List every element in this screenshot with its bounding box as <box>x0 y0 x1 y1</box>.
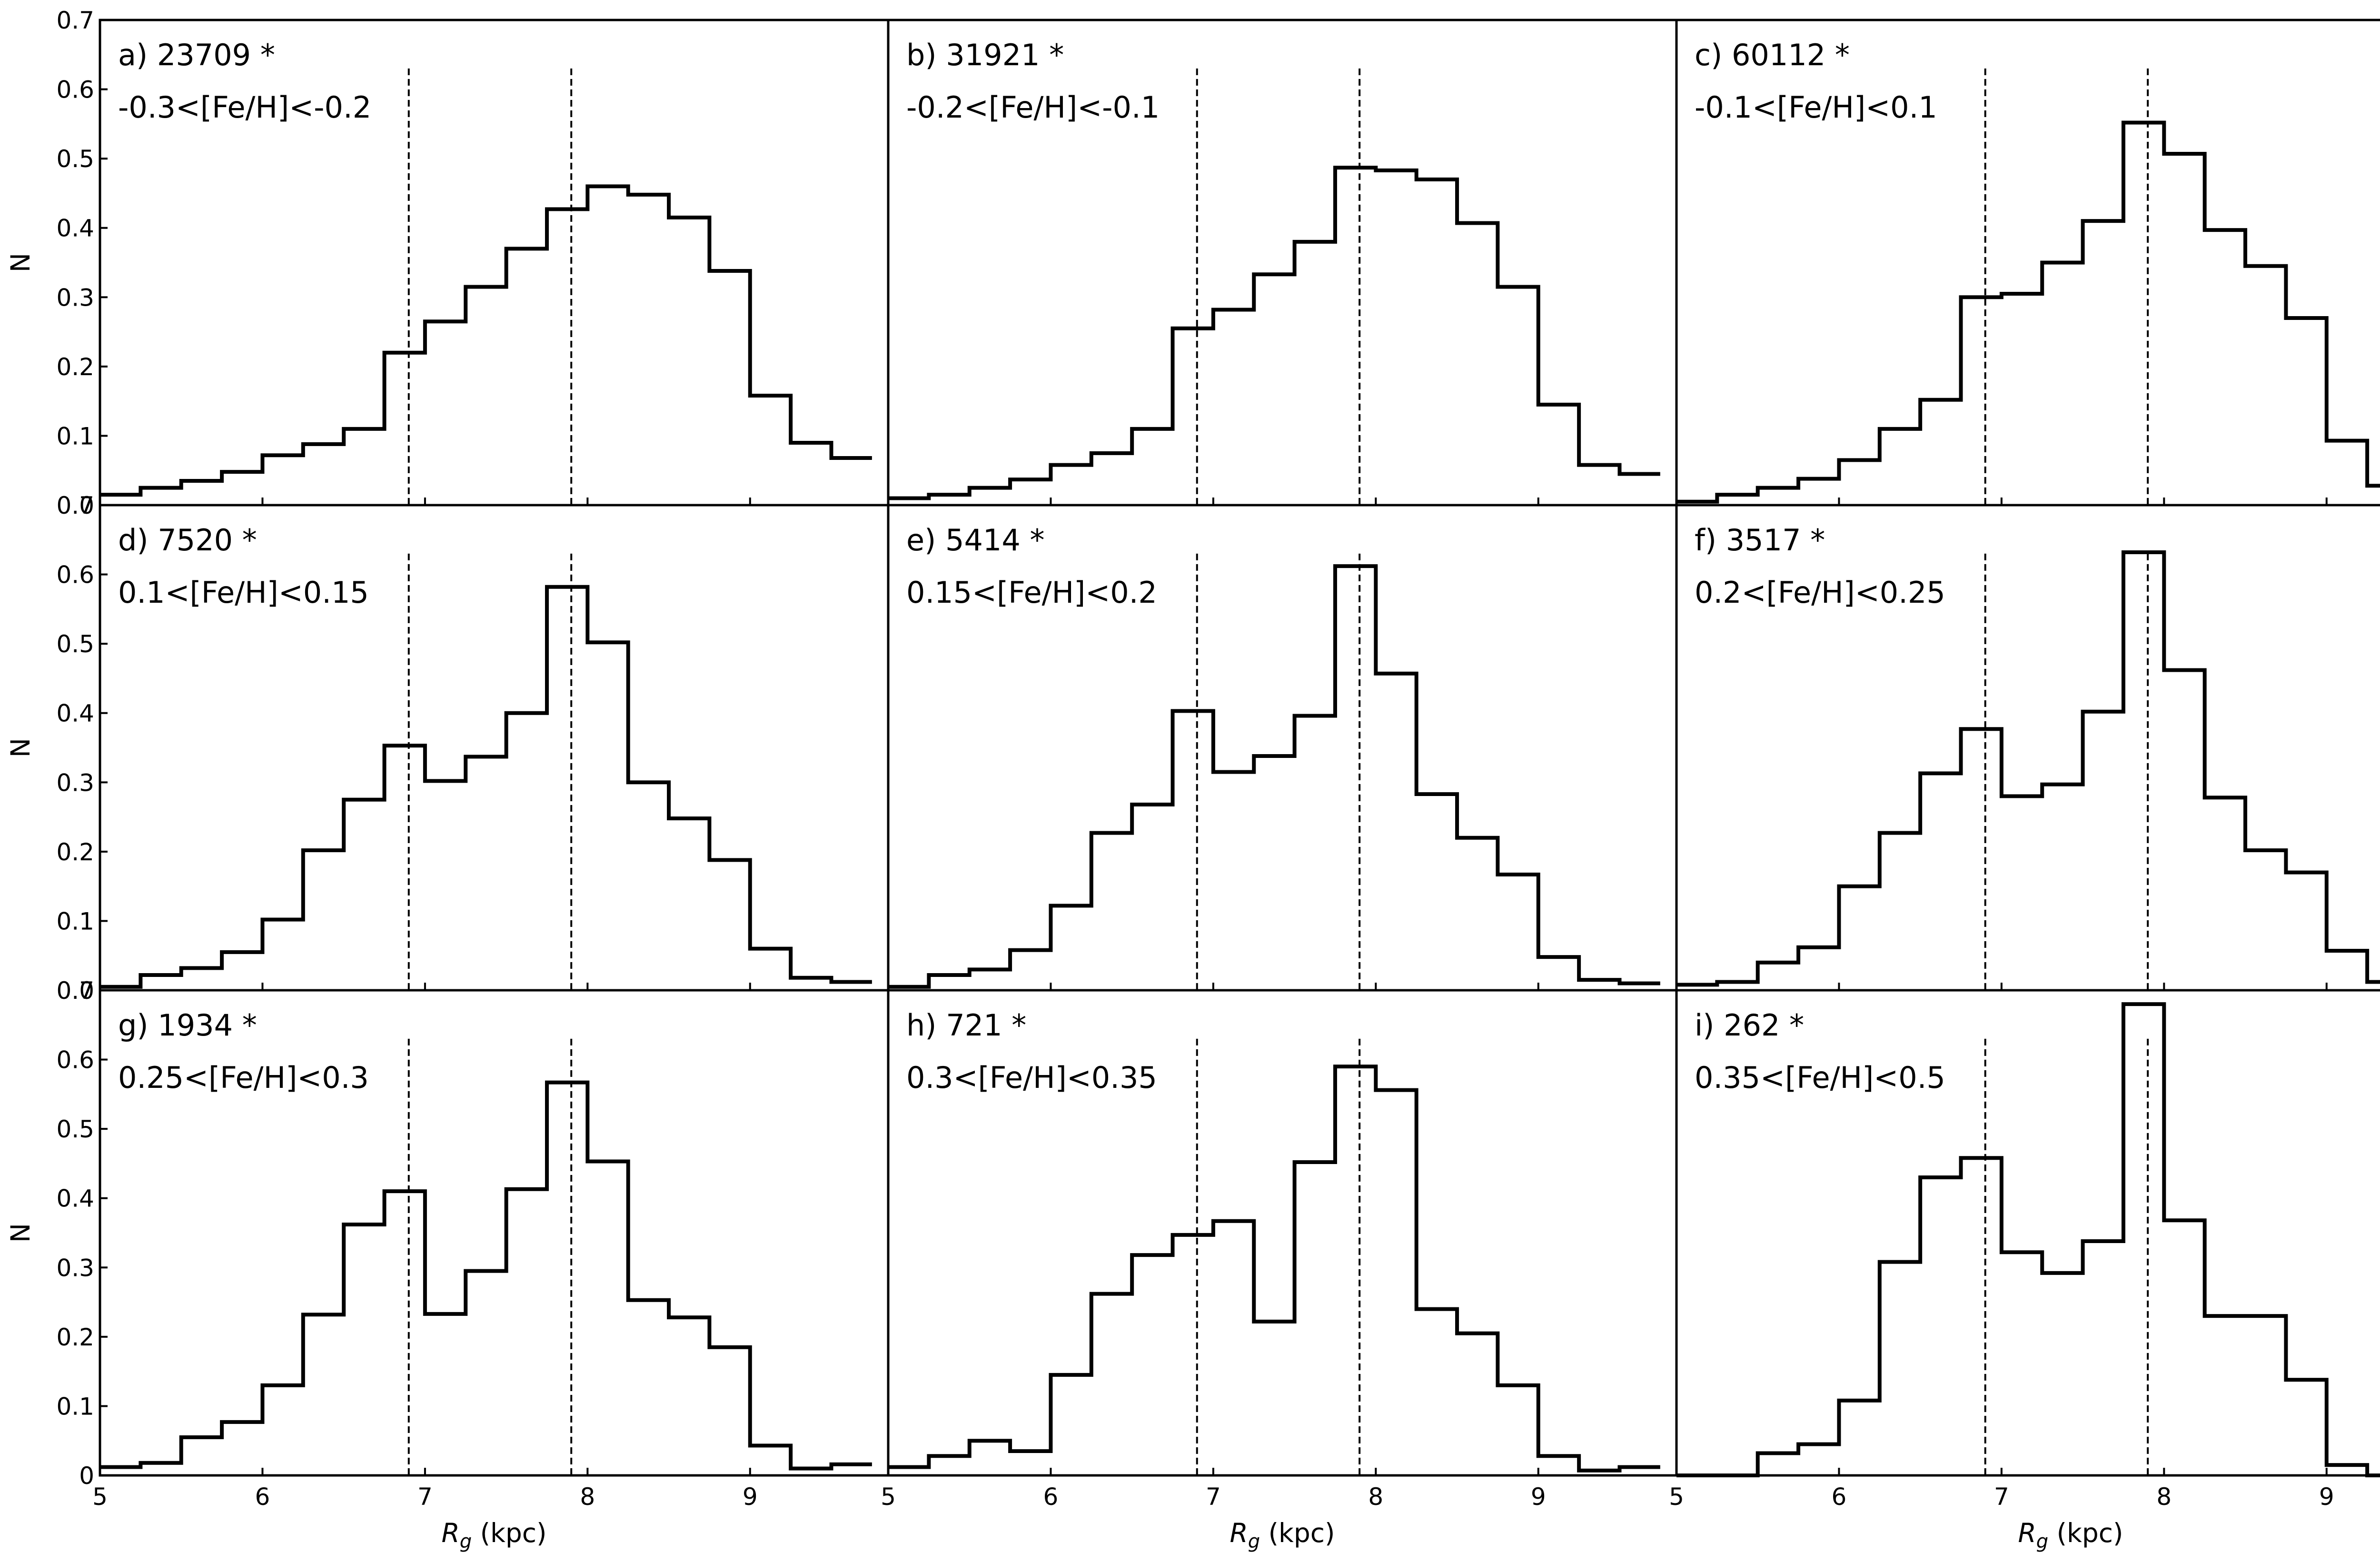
x-axis-label: Rg (kpc) <box>2018 1518 2123 1553</box>
x-axis-label: Rg (kpc) <box>441 1518 546 1553</box>
panel-b: b) 31921 * -0.2<[Fe/H]<-0.1 <box>888 20 1676 505</box>
histogram-series-d <box>100 587 872 987</box>
histogram-series-c <box>1676 122 2380 501</box>
y-tick-label: 0.5 <box>56 145 94 173</box>
x-tick-label: 5 <box>92 1483 108 1511</box>
x-tick-label: 8 <box>2156 1483 2172 1511</box>
x-tick-label: 5 <box>881 1483 896 1511</box>
x-tick-label: 7 <box>417 1483 433 1511</box>
y-tick-label: 0.2 <box>56 353 94 381</box>
x-tick-label: 8 <box>580 1483 595 1511</box>
panel-feh-label: 0.25<[Fe/H]<0.3 <box>118 1060 369 1095</box>
histogram-series-f <box>1676 552 2380 985</box>
x-tick-label: 7 <box>1994 1483 2009 1511</box>
histogram-series-b <box>888 168 1660 498</box>
histogram-series-h <box>888 1066 1660 1471</box>
panel-i: 5 6 7 8 9 i) 262 * 0.35<[Fe/H]<0.5 Rg (kpc) <box>1669 990 2380 1553</box>
y-tick-label: 0.1 <box>56 422 94 450</box>
panel-feh-label: -0.1<[Fe/H]<0.1 <box>1695 90 1937 125</box>
panel-f: f) 3517 * 0.2<[Fe/H]<0.25 <box>1676 505 2380 990</box>
panel-feh-label: -0.3<[Fe/H]<-0.2 <box>118 90 371 125</box>
panel-feh-label: -0.2<[Fe/H]<-0.1 <box>906 90 1160 125</box>
y-axis-label: N <box>5 738 36 757</box>
y-tick-label: 0.7 <box>56 7 94 34</box>
x-tick-label: 7 <box>1206 1483 1221 1511</box>
panel-c: c) 60112 * -0.1<[Fe/H]<0.1 <box>1676 20 2380 505</box>
histogram-series-a <box>100 186 872 495</box>
x-tick-label: 5 <box>1669 1483 1684 1511</box>
y-tick-label: 0.6 <box>56 76 94 104</box>
panel-feh-label: 0.3<[Fe/H]<0.35 <box>906 1060 1157 1095</box>
panel-count-label: d) 7520 * <box>118 523 257 558</box>
histogram-series-e <box>888 566 1660 987</box>
panel-feh-label: 0.1<[Fe/H]<0.15 <box>118 575 369 610</box>
y-tick-label: 0.3 <box>56 284 94 311</box>
y-tick-label: 0.5 <box>56 1115 94 1143</box>
x-axis-label: Rg (kpc) <box>1230 1518 1335 1553</box>
y-tick-label: 0.4 <box>56 700 94 727</box>
y-tick-label: 0.7 <box>56 977 94 1005</box>
x-tick-label: 9 <box>743 1483 758 1511</box>
panel-count-label: b) 31921 * <box>906 38 1064 72</box>
panel-a: 00.10.20.30.40.50.60.7Na) 23709 *-0.3<[F… <box>5 7 888 519</box>
x-tick-label: 6 <box>1043 1483 1059 1511</box>
y-tick-label: 0.2 <box>56 1324 94 1351</box>
y-tick-label: 0.2 <box>56 838 94 866</box>
panel-count-label: h) 721 * <box>906 1008 1026 1043</box>
y-tick-label: 0.7 <box>56 492 94 519</box>
x-tick-label: 6 <box>1832 1483 1847 1511</box>
panel-g: 5 6 7 8 9 0 0.1 0.2 0.3 0.4 0.5 0.6 0.7 Ng) 1934 * 0.2… <box>5 977 888 1553</box>
panel-count-label: c) 60112 * <box>1695 38 1850 72</box>
x-tick-label: 9 <box>2319 1483 2334 1511</box>
y-tick-label: 0.4 <box>56 1185 94 1213</box>
y-tick-label: 0.4 <box>56 215 94 242</box>
y-tick-label: 0.1 <box>56 907 94 935</box>
panel-count-label: g) 1934 * <box>118 1008 257 1043</box>
y-tick-label: 0.5 <box>56 630 94 658</box>
y-tick-label: 0.1 <box>56 1393 94 1420</box>
y-tick-label: 0 <box>79 1462 94 1490</box>
y-tick-label: 0.3 <box>56 769 94 796</box>
panel-feh-label: 0.15<[Fe/H]<0.2 <box>906 575 1157 610</box>
panel-count-label: e) 5414 * <box>906 523 1045 558</box>
panel-count-label: a) 23709 * <box>118 38 275 72</box>
y-axis-label: N <box>5 253 36 272</box>
panel-d: 00.10.20.30.40.50.60.7Nd) 7520 *0.1<[Fe/… <box>5 492 888 1005</box>
panel-e: e) 5414 * 0.15<[Fe/H]<0.2 <box>888 505 1676 990</box>
panel-feh-label: 0.35<[Fe/H]<0.5 <box>1695 1060 1945 1095</box>
panel-h: 5 6 7 8 9 h) 721 * 0.3<[Fe/H]<0.35 Rg (kpc) <box>881 990 1676 1553</box>
y-tick-label: 0.6 <box>56 561 94 589</box>
x-tick-label: 9 <box>1531 1483 1546 1511</box>
y-tick-label: 0.6 <box>56 1046 94 1074</box>
histogram-series-g <box>100 1083 872 1469</box>
x-tick-label: 6 <box>255 1483 270 1511</box>
y-axis-label: N <box>5 1223 36 1243</box>
x-tick-label: 8 <box>1368 1483 1383 1511</box>
panel-feh-label: 0.2<[Fe/H]<0.25 <box>1695 575 1945 610</box>
panel-count-label: f) 3517 * <box>1695 523 1825 558</box>
panel-count-label: i) 262 * <box>1695 1008 1804 1043</box>
y-tick-label: 0.3 <box>56 1254 94 1282</box>
